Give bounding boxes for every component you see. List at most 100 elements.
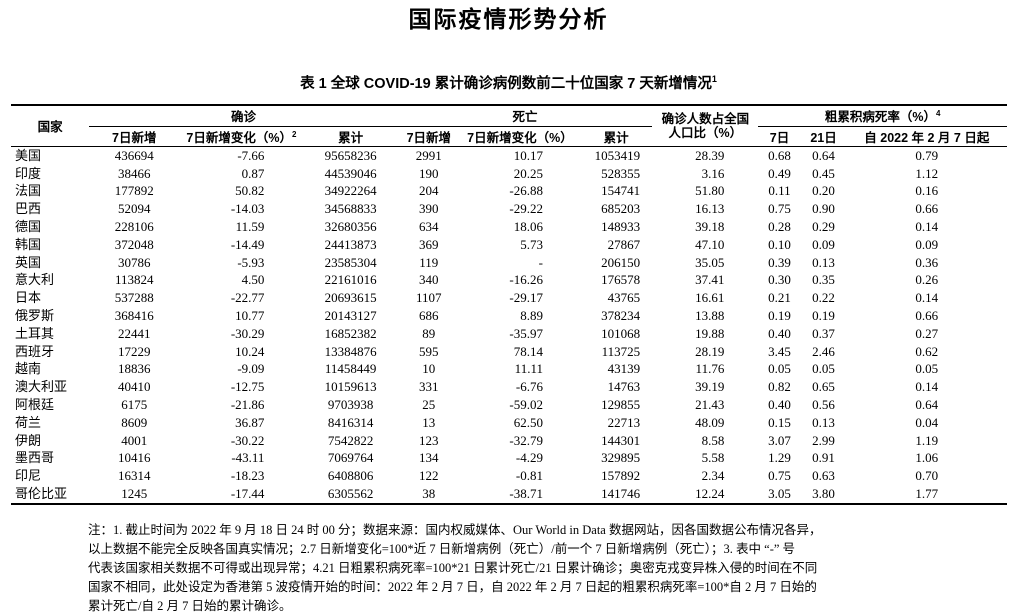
cell-cfr-21d: 0.90 <box>812 201 835 217</box>
cell-confirmed-cumulative: 20693615 <box>324 290 377 306</box>
cell-death-cumulative: 22713 <box>607 414 641 430</box>
cell-cfr-21d: 0.20 <box>812 183 835 199</box>
cell-cfr-7d: 0.40 <box>768 396 791 412</box>
cell-confirmed-cumulative: 6408806 <box>327 468 374 484</box>
cell-death-new7: 10 <box>422 361 436 377</box>
cell-confirmed-new7-change: -43.11 <box>231 450 265 466</box>
cell-cfr-since-feb7: 0.14 <box>915 219 939 235</box>
cell-cfr-21d: 0.64 <box>812 147 835 163</box>
cell-country: 德国 <box>15 219 42 235</box>
cell-confirmed-new7-change: -14.49 <box>230 236 265 252</box>
table-row: 韩国 372048 -14.49 24413873 369 5.73 27867 47.10 0… <box>11 236 1007 254</box>
cell-confirmed-new7-change: -14.03 <box>230 201 265 217</box>
footnote-line: 代表该国家相关数据不可得或出现异常；4.21 日粗累积病死率=100*21 日累… <box>88 560 818 575</box>
cell-confirmed-new7: 10416 <box>117 450 151 466</box>
cell-pop-ratio: 48.09 <box>695 414 725 430</box>
cell-cfr-7d: 3.45 <box>768 343 791 359</box>
table-row: 美国 436694 -7.66 95658236 2991 10.17 1053419 28.… <box>11 146 1007 164</box>
cell-cfr-since-feb7: 0.79 <box>915 147 939 163</box>
cell-confirmed-new7-change: -30.29 <box>230 325 265 341</box>
cell-death-new7-change: 78.14 <box>513 343 543 359</box>
cell-death-new7-change: - <box>538 254 543 270</box>
table-caption-text: 表 1 全球 COVID-19 累计确诊病例数前二十位国家 7 天新增情况 <box>300 75 712 92</box>
header-group-confirmed: 确诊 <box>89 104 398 127</box>
cell-death-new7: 340 <box>419 272 439 288</box>
cell-cfr-21d: 0.91 <box>812 450 835 466</box>
table-row: 澳大利亚 40410 -12.75 10159613 331 -6.76 14763 39.1… <box>11 378 1007 396</box>
cell-confirmed-cumulative: 13384876 <box>324 343 377 359</box>
cell-cfr-since-feb7: 0.66 <box>915 308 939 323</box>
cell-death-new7: 1107 <box>416 290 442 306</box>
cell-confirmed-new7: 4001 <box>121 432 148 448</box>
cell-pop-ratio: 8.58 <box>701 432 725 448</box>
cell-pop-ratio: 16.13 <box>695 201 725 217</box>
cell-cfr-21d: 0.13 <box>812 254 835 270</box>
cell-confirmed-new7-change: 0.87 <box>241 165 265 181</box>
cell-confirmed-new7: 537288 <box>114 290 154 306</box>
cell-pop-ratio: 12.24 <box>695 485 725 501</box>
cell-confirmed-new7-change: 36.87 <box>235 414 265 430</box>
cell-death-new7: 390 <box>419 201 439 217</box>
cell-cfr-since-feb7: 1.12 <box>915 165 939 181</box>
cell-cfr-since-feb7: 0.14 <box>915 379 939 395</box>
cell-death-cumulative: 141746 <box>601 485 641 501</box>
cell-death-cumulative: 129855 <box>601 396 641 412</box>
header-death-cumulative: 累计 <box>580 126 653 147</box>
cell-cfr-7d: 0.68 <box>768 147 791 163</box>
cell-country: 澳大利亚 <box>15 379 68 395</box>
cell-death-new7-change: 11.11 <box>514 361 543 377</box>
cell-confirmed-cumulative: 7069764 <box>327 450 374 466</box>
cell-death-cumulative: 685203 <box>601 201 641 217</box>
cell-confirmed-new7-change: -7.66 <box>237 147 265 163</box>
cell-cfr-7d: 3.05 <box>768 485 791 501</box>
cell-confirmed-new7: 16314 <box>117 468 151 484</box>
cell-cfr-21d: 0.09 <box>812 236 835 252</box>
cell-confirmed-new7-change: 50.82 <box>235 183 265 199</box>
cell-death-cumulative: 144301 <box>601 432 641 448</box>
table-row: 俄罗斯 368416 10.77 20143127 686 8.89 378234 13.88… <box>11 307 1007 325</box>
cell-cfr-21d: 2.99 <box>812 432 835 448</box>
header-confirmed-cumulative: 累计 <box>303 126 398 147</box>
cell-death-new7-change: 20.25 <box>513 165 543 181</box>
cell-cfr-7d: 0.19 <box>768 308 791 323</box>
cell-cfr-7d: 0.39 <box>768 254 791 270</box>
cell-cfr-21d: 0.56 <box>812 396 835 412</box>
cell-death-new7-change: -6.76 <box>515 379 543 395</box>
cell-death-cumulative: 528355 <box>601 165 641 181</box>
cell-confirmed-cumulative: 22161016 <box>324 272 377 288</box>
cell-confirmed-new7: 228106 <box>114 219 154 235</box>
cell-death-new7-change: -29.17 <box>509 290 543 306</box>
cell-death-new7-change: -32.79 <box>509 432 543 448</box>
cell-cfr-21d: 0.45 <box>812 165 835 181</box>
cell-cfr-since-feb7: 0.66 <box>915 201 939 217</box>
cell-cfr-since-feb7: 0.62 <box>915 343 939 359</box>
cell-death-new7-change: 62.50 <box>513 414 543 430</box>
cell-confirmed-new7-change: 11.59 <box>235 219 265 235</box>
cell-confirmed-cumulative: 20143127 <box>324 308 377 323</box>
cell-death-new7: 134 <box>419 450 439 466</box>
cell-death-new7: 686 <box>419 308 439 323</box>
cell-confirmed-cumulative: 11458449 <box>324 361 377 377</box>
cell-death-new7-change: 5.73 <box>520 236 543 252</box>
cell-cfr-21d: 0.35 <box>812 272 835 288</box>
cell-confirmed-new7-change: -30.22 <box>230 432 265 448</box>
table-row: 伊朗 4001 -30.22 7542822 123 -32.79 144301 8.58 3.… <box>11 432 1007 450</box>
cell-country: 印度 <box>15 165 42 181</box>
cell-death-new7-change: -29.22 <box>509 201 543 217</box>
table-row: 意大利 113824 4.50 22161016 340 -16.26 176578 37.4… <box>11 271 1007 289</box>
table-row: 德国 228106 11.59 32680356 634 18.06 148933 39.18… <box>11 218 1007 236</box>
cell-death-cumulative: 176578 <box>601 272 641 288</box>
cell-confirmed-new7-change: 10.24 <box>235 343 265 359</box>
cell-cfr-since-feb7: 0.27 <box>915 325 939 341</box>
table-row: 印度 38466 0.87 44539046 190 20.25 528355 3.16 0.4… <box>11 165 1007 183</box>
cell-cfr-7d: 0.75 <box>768 201 791 217</box>
cell-cfr-7d: 1.29 <box>768 450 791 466</box>
cell-death-new7: 123 <box>419 432 439 448</box>
cell-cfr-21d: 0.05 <box>812 361 835 377</box>
cell-pop-ratio: 28.19 <box>695 343 725 359</box>
cell-country: 哥伦比亚 <box>15 485 68 501</box>
cell-confirmed-cumulative: 24413873 <box>324 236 377 252</box>
cell-pop-ratio: 28.39 <box>695 147 725 163</box>
cell-death-cumulative: 113725 <box>601 343 641 359</box>
cell-cfr-7d: 0.21 <box>768 290 791 306</box>
